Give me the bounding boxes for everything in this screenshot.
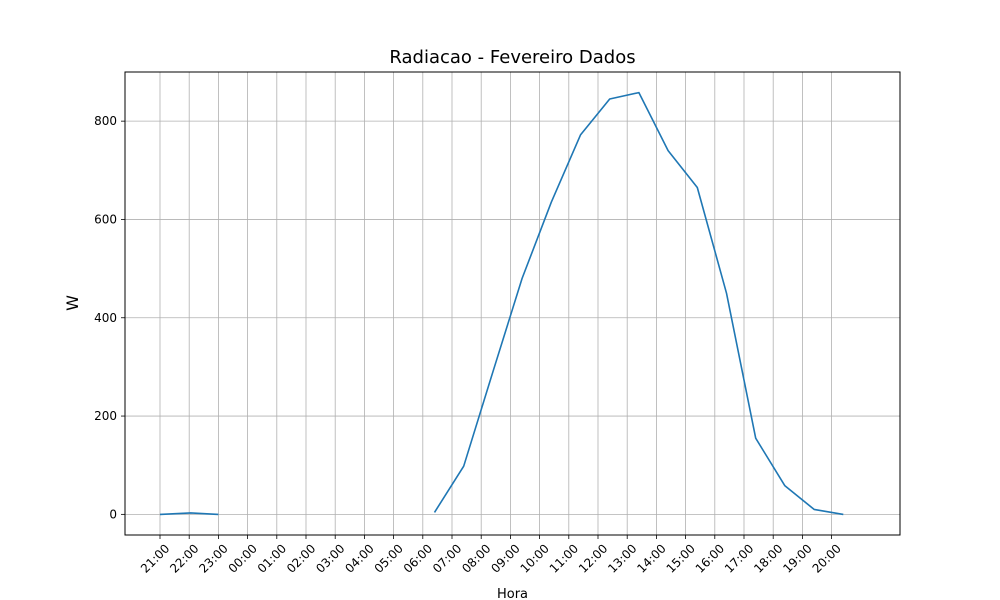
y-tick-label: 800 xyxy=(94,114,117,128)
y-axis-label: W xyxy=(63,295,82,311)
chart-title: Radiacao - Fevereiro Dados xyxy=(389,47,635,68)
x-tick-label: 11:00 xyxy=(547,541,581,575)
y-tick-label: 600 xyxy=(94,212,117,226)
x-tick-label: 05:00 xyxy=(372,541,406,575)
x-tick-label: 10:00 xyxy=(518,541,552,575)
x-tick-label: 09:00 xyxy=(488,541,522,575)
x-axis-label: Hora xyxy=(497,587,528,600)
x-tick-label: 14:00 xyxy=(634,541,668,575)
x-tick-label: 08:00 xyxy=(459,541,493,575)
series-line-segment xyxy=(433,91,844,516)
y-axis: 0 200 400 600 800 xyxy=(94,114,125,521)
x-tick-label: 03:00 xyxy=(313,541,347,575)
x-axis: 21:0022:0023:0000:0001:0002:0003:0004:00… xyxy=(138,535,844,576)
x-tick-label: 17:00 xyxy=(722,541,756,575)
x-tick-label: 22:00 xyxy=(167,541,201,575)
x-tick-label: 18:00 xyxy=(751,541,785,575)
x-tick-label: 19:00 xyxy=(780,541,814,575)
y-tick-label: 400 xyxy=(94,311,117,325)
y-tick-label: 0 xyxy=(109,507,117,521)
x-tick-label: 23:00 xyxy=(196,541,230,575)
x-tick-label: 06:00 xyxy=(401,541,435,575)
plot-frame xyxy=(124,71,901,536)
grid-lines xyxy=(125,72,900,535)
series-layer xyxy=(159,91,844,516)
series-line-segment xyxy=(159,512,219,516)
x-tick-label: 15:00 xyxy=(664,541,698,575)
x-tick-label: 20:00 xyxy=(810,541,844,575)
y-tick-label: 200 xyxy=(94,409,117,423)
x-tick-label: 12:00 xyxy=(576,541,610,575)
x-tick-label: 01:00 xyxy=(255,541,289,575)
x-tick-label: 04:00 xyxy=(342,541,376,575)
x-tick-label: 07:00 xyxy=(430,541,464,575)
x-tick-label: 21:00 xyxy=(138,541,172,575)
x-tick-label: 02:00 xyxy=(284,541,318,575)
x-tick-label: 00:00 xyxy=(226,541,260,575)
x-tick-label: 13:00 xyxy=(605,541,639,575)
x-tick-label: 16:00 xyxy=(693,541,727,575)
